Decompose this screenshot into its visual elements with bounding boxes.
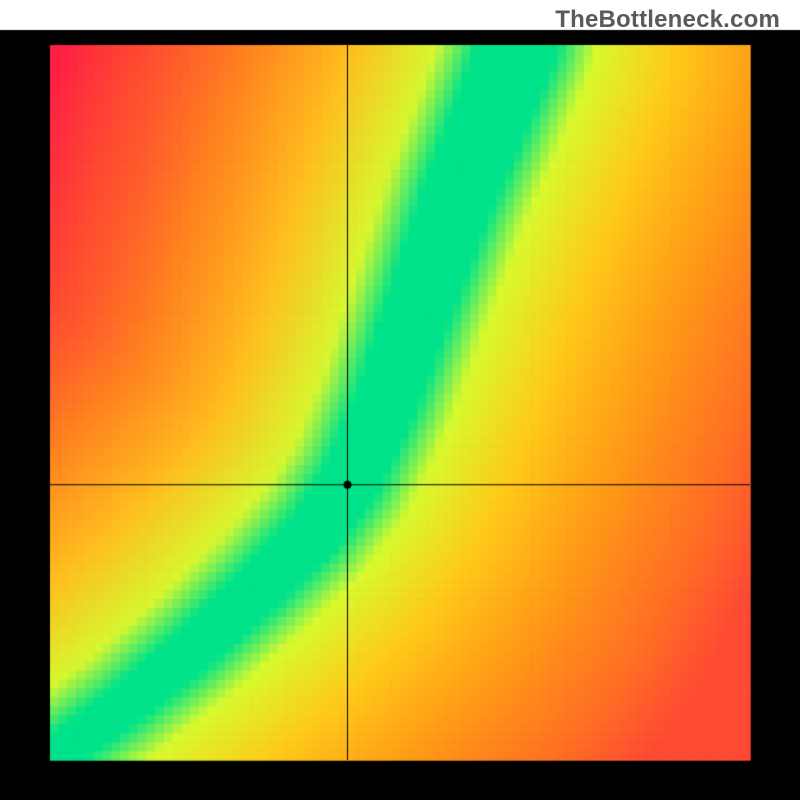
watermark-label: TheBottleneck.com	[555, 6, 780, 34]
bottleneck-heatmap	[0, 0, 800, 800]
chart-stage: TheBottleneck.com	[0, 0, 800, 800]
